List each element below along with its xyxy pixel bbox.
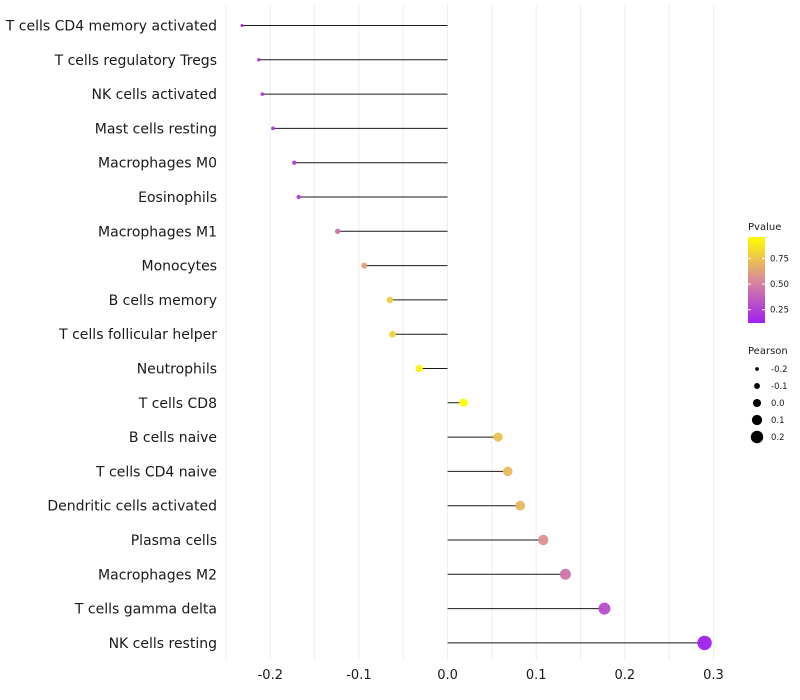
x-tick-label: 0.3 [703, 668, 724, 683]
point-2 [260, 92, 265, 96]
point-16 [559, 568, 571, 580]
category-label: Macrophages M0 [98, 156, 217, 172]
pearson-legend-label: -0.2 [771, 365, 788, 375]
category-label: T cells CD8 [138, 396, 217, 412]
point-13 [503, 466, 513, 477]
pearson-legend: Pearson -0.2 -0.1 0.0 0.1 0.2 [748, 346, 788, 444]
category-label: NK cells resting [109, 636, 217, 652]
x-tick-label: -0.1 [346, 668, 371, 683]
category-label: T cells CD4 naive [95, 464, 217, 480]
pvalue-legend-title: Pvalue [748, 222, 781, 233]
pearson-legend-dot [754, 383, 760, 389]
point-14 [515, 500, 526, 511]
pvalue-legend-ticks: 0.25 0.50 0.75 [748, 255, 789, 316]
category-label: T cells regulatory Tregs [54, 53, 217, 69]
pvalue-legend: Pvalue 0.25 0.50 0.75 [748, 222, 789, 323]
point-12 [493, 432, 503, 442]
point-3 [271, 126, 275, 131]
category-label: Neutrophils [137, 362, 217, 378]
point-17 [598, 602, 611, 615]
category-label: Plasma cells [131, 533, 217, 549]
category-label: NK cells activated [92, 87, 217, 103]
category-label: Dendritic cells activated [47, 499, 217, 515]
pearson-legend-dot [751, 414, 763, 426]
category-label: B cells naive [129, 430, 217, 446]
pearson-legend-dot [752, 398, 762, 408]
pearson-legend-label: 0.2 [771, 433, 785, 443]
stems [241, 25, 705, 644]
pvalue-legend-label: 0.25 [770, 306, 789, 316]
category-label: Eosinophils [138, 190, 217, 206]
point-15 [538, 534, 549, 546]
pearson-legend-label: -0.1 [771, 382, 788, 392]
point-10 [415, 364, 423, 373]
pearson-legend-label: 0.0 [771, 399, 785, 409]
category-label: Macrophages M2 [98, 567, 217, 583]
category-label: Macrophages M1 [98, 224, 217, 240]
category-label: B cells memory [109, 293, 217, 309]
x-tick-label: 0.0 [437, 668, 458, 683]
grid [225, 5, 714, 660]
pearson-legend-title: Pearson [748, 346, 788, 357]
point-7 [361, 262, 368, 269]
point-11 [459, 398, 468, 408]
category-label: Mast cells resting [95, 121, 217, 137]
x-tick-label: 0.1 [526, 668, 547, 683]
category-label: T cells follicular helper [58, 327, 217, 343]
category-label: T cells CD4 memory activated [5, 19, 217, 35]
pearson-legend-items: -0.2 -0.1 0.0 0.1 0.2 [750, 365, 788, 444]
point-0 [240, 24, 244, 27]
pearson-legend-dot [750, 430, 764, 444]
category-label: Monocytes [142, 259, 217, 275]
point-6 [334, 228, 341, 234]
pvalue-colorbar [748, 237, 765, 323]
point-5 [296, 194, 301, 200]
pearson-legend-label: 0.1 [771, 416, 785, 426]
point-4 [292, 160, 297, 165]
x-tick-label: -0.2 [258, 668, 283, 683]
pvalue-legend-label: 0.75 [770, 255, 789, 265]
points [240, 24, 712, 651]
pearson-legend-dot [755, 367, 759, 371]
point-9 [389, 330, 396, 338]
point-1 [257, 58, 261, 62]
category-labels: T cells CD4 memory activated T cells regu… [5, 19, 217, 652]
category-label: T cells gamma delta [74, 602, 217, 618]
x-axis-ticks: -0.2 -0.1 0.0 0.1 0.2 0.3 [258, 668, 724, 683]
x-tick-label: 0.2 [614, 668, 635, 683]
pvalue-legend-label: 0.50 [770, 280, 789, 290]
point-18 [697, 635, 712, 651]
point-8 [386, 296, 394, 304]
